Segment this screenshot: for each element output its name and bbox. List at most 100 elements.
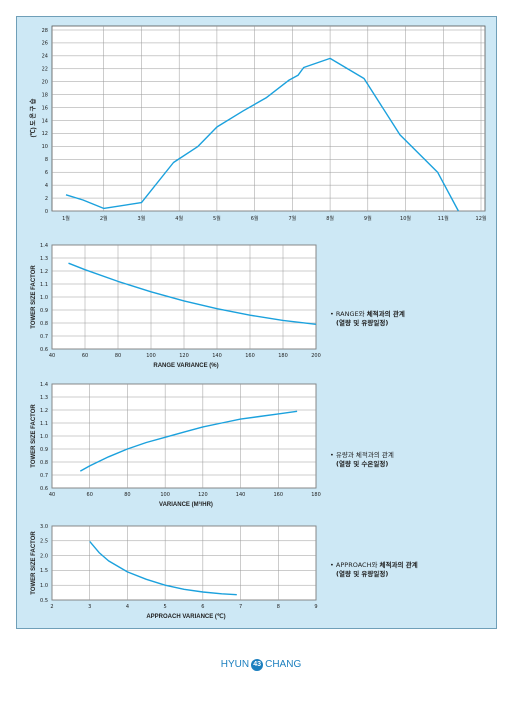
x-axis-label: RANGE VARIANCE (%) xyxy=(153,363,218,369)
x-tick-label: 140 xyxy=(212,353,222,359)
x-tick-label: 140 xyxy=(236,492,246,498)
y-tick-label: 1.2 xyxy=(40,269,48,275)
y-tick-label: 1.3 xyxy=(40,256,48,262)
x-tick-label: 8 xyxy=(277,604,280,610)
flow-variance-chart: 0.6 0.7 0.8 0.9 1.0 1.1 1.2 1.3 1.4 40 60 80 100 120 1… xyxy=(31,382,321,508)
y-tick-label: 2.0 xyxy=(40,553,48,559)
y-tick-label: 0.8 xyxy=(40,321,48,327)
y-tick-label: 26 xyxy=(42,41,48,47)
y-tick-label: 0.7 xyxy=(40,334,48,340)
note-approach: • APPROACH와 체적과의 관계 (열량 및 유량일정) xyxy=(330,561,418,578)
y-axis-label: (℃) 도 온 구 습 xyxy=(29,98,37,137)
x-tick-label: 8월 xyxy=(326,215,334,222)
x-tick-label: 40 xyxy=(49,492,55,498)
x-tick-label: 2월 xyxy=(100,215,108,222)
y-axis-label: TOWER SIZE FACTOR xyxy=(31,265,37,329)
y-tick-label: 0.6 xyxy=(40,486,48,492)
series-line xyxy=(89,540,237,596)
x-tick-label: 9 xyxy=(314,604,317,610)
y-tick-label: 2.5 xyxy=(40,539,48,545)
x-tick-label: 100 xyxy=(146,353,156,359)
y-tick-label: 1.0 xyxy=(40,295,48,301)
y-tick-label: 4 xyxy=(45,183,48,189)
x-tick-label: 11월 xyxy=(438,215,449,222)
x-tick-label: 5 xyxy=(164,604,167,610)
y-tick-label: 6 xyxy=(45,170,48,176)
y-tick-label: 3.0 xyxy=(40,524,48,530)
y-tick-label: 0.9 xyxy=(40,447,48,453)
y-axis-label: TOWER SIZE FACTOR xyxy=(31,531,37,595)
x-tick-label: 3월 xyxy=(138,215,146,222)
x-tick-label: 160 xyxy=(274,492,284,498)
y-tick-label: 0 xyxy=(45,209,48,215)
x-axis-label: VARIANCE (M³/HR) xyxy=(159,501,213,508)
x-tick-label: 4 xyxy=(126,604,129,610)
x-tick-label: 2 xyxy=(50,604,53,610)
y-tick-label: 1.0 xyxy=(40,434,48,440)
y-tick-label: 1.3 xyxy=(40,395,48,401)
y-tick-label: 0.8 xyxy=(40,460,48,466)
plot-area xyxy=(51,525,317,601)
brand-left: HYUN xyxy=(220,659,250,670)
x-tick-label: 6 xyxy=(201,604,204,610)
x-tick-label: 60 xyxy=(87,492,93,498)
y-tick-label: 1.4 xyxy=(40,382,48,388)
x-tick-label: 100 xyxy=(160,492,170,498)
y-tick-label: 28 xyxy=(42,28,48,34)
y-tick-label: 12 xyxy=(42,131,48,137)
series-line xyxy=(79,410,298,472)
y-tick-label: 1.1 xyxy=(40,282,48,288)
x-tick-label: 9월 xyxy=(364,215,372,222)
x-tick-label: 6월 xyxy=(251,215,259,222)
series-line xyxy=(65,57,460,212)
range-variance-chart: 0.6 0.7 0.8 0.9 1.0 1.1 1.2 1.3 1.4 40 60 80 100 120 1… xyxy=(31,243,321,369)
y-tick-label: 0.6 xyxy=(40,347,48,353)
plot-area xyxy=(51,25,486,212)
y-tick-label: 1.2 xyxy=(40,408,48,414)
x-tick-label: 160 xyxy=(245,353,255,359)
x-tick-label: 60 xyxy=(82,353,88,359)
x-tick-label: 1월 xyxy=(62,215,70,222)
note-range: • RANGE와 체적과의 관계 (열량 및 유량일정) xyxy=(330,310,405,327)
y-tick-label: 1.0 xyxy=(40,583,48,589)
y-tick-label: 22 xyxy=(42,67,48,73)
x-tick-label: 5월 xyxy=(213,215,221,222)
x-tick-label: 40 xyxy=(49,353,55,359)
series-line xyxy=(68,262,317,325)
note-flow: • 유량과 체적과의 관계 (열량 및 수온일정) xyxy=(330,451,394,468)
y-tick-label: 0.9 xyxy=(40,308,48,314)
y-tick-label: 8 xyxy=(45,157,48,163)
x-tick-label: 80 xyxy=(124,492,130,498)
y-tick-label: 10 xyxy=(42,144,48,150)
x-tick-label: 80 xyxy=(115,353,121,359)
x-tick-label: 12월 xyxy=(476,215,487,222)
approach-variance-chart: 0.5 1.0 1.5 2.0 2.5 3.0 2 3 4 5 6 7 8 9 APPROACH VARIA… xyxy=(31,524,318,620)
brand-right: CHANG xyxy=(265,659,302,670)
x-tick-label: 120 xyxy=(179,353,189,359)
y-tick-label: 1.4 xyxy=(40,243,48,249)
x-tick-label: 7 xyxy=(239,604,242,610)
x-tick-label: 4월 xyxy=(175,215,183,222)
page-number: 43 xyxy=(251,658,264,671)
x-tick-label: 180 xyxy=(278,353,288,359)
x-tick-label: 10월 xyxy=(400,215,411,222)
y-tick-label: 24 xyxy=(42,54,48,60)
y-tick-label: 0.7 xyxy=(40,473,48,479)
y-tick-label: 0.5 xyxy=(40,598,48,604)
y-axis-label: TOWER SIZE FACTOR xyxy=(31,404,37,468)
y-tick-label: 16 xyxy=(42,105,48,111)
x-tick-label: 120 xyxy=(198,492,208,498)
x-tick-label: 200 xyxy=(311,353,321,359)
x-tick-label: 7월 xyxy=(288,215,296,222)
y-tick-label: 20 xyxy=(42,80,48,86)
footer-logo: HYUN 43 CHANG xyxy=(0,654,522,673)
x-tick-label: 180 xyxy=(311,492,321,498)
x-tick-label: 3 xyxy=(88,604,91,610)
y-tick-label: 1.1 xyxy=(40,421,48,427)
y-tick-label: 14 xyxy=(42,118,48,124)
x-axis-label: APPROACH VARIANCE (℃) xyxy=(146,613,225,620)
y-tick-label: 18 xyxy=(42,92,48,98)
y-tick-label: 1.5 xyxy=(40,568,48,574)
